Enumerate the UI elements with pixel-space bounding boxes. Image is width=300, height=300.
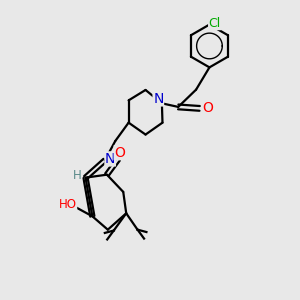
Text: Cl: Cl	[209, 16, 221, 30]
Text: O: O	[202, 101, 213, 116]
Text: N: N	[153, 92, 164, 106]
Text: N: N	[105, 152, 116, 166]
Text: HO: HO	[59, 199, 77, 212]
Text: H: H	[73, 169, 82, 182]
Text: O: O	[114, 146, 125, 160]
